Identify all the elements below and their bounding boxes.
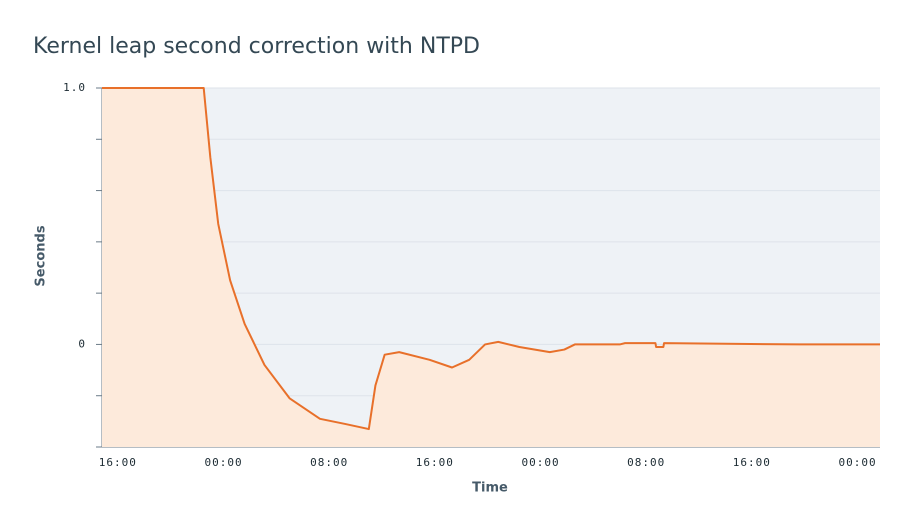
x-tick-label: 00:00: [521, 456, 559, 469]
chart-title: Kernel leap second correction with NTPD: [33, 34, 480, 59]
y-axis-label: Seconds: [34, 225, 49, 286]
y-tick-label: 1.0: [63, 81, 86, 94]
area-fill: [102, 88, 880, 447]
x-tick-label: 16:00: [733, 456, 771, 469]
x-tick-label: 16:00: [416, 456, 454, 469]
series-line: [102, 87, 880, 431]
x-tick-label: 00:00: [838, 456, 876, 469]
y-tick-label: 0: [78, 337, 86, 350]
x-tick-label: 08:00: [310, 456, 348, 469]
x-axis-label: Time: [472, 481, 508, 496]
x-tick-label: 08:00: [627, 456, 665, 469]
x-tick-label: 00:00: [204, 456, 242, 469]
x-tick-label: 16:00: [99, 456, 137, 469]
